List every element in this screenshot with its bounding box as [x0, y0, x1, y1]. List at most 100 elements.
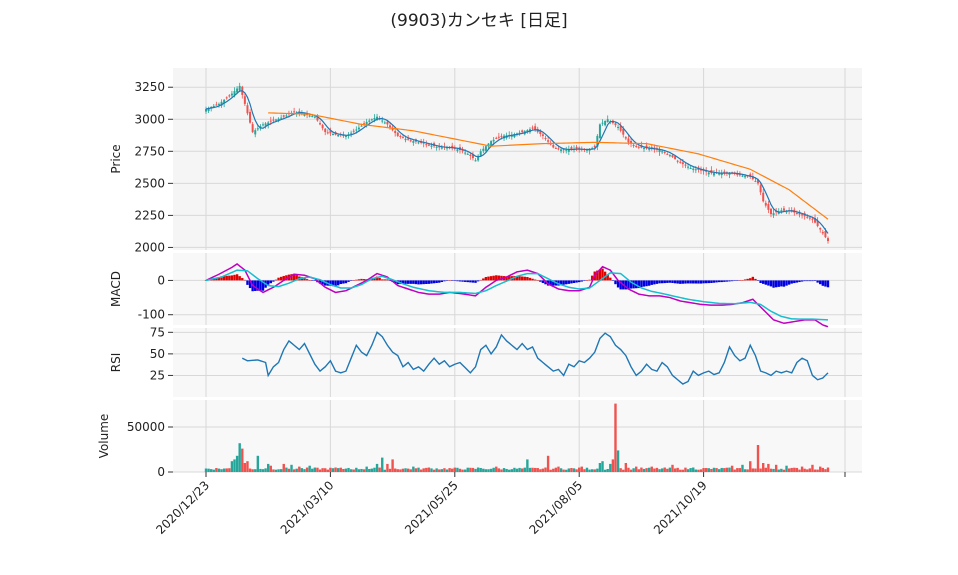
candle-body	[666, 153, 669, 155]
volume-bar	[743, 469, 747, 472]
macd-hist-bar	[585, 280, 589, 281]
candle-body	[539, 130, 542, 135]
volume-bar	[824, 469, 827, 472]
volume-bar	[445, 469, 449, 472]
macd-hist-bar	[360, 278, 363, 281]
candle-body	[827, 238, 829, 242]
macd-hist-bar	[489, 276, 493, 281]
candle-body	[321, 124, 324, 129]
macd-hist-bar	[627, 280, 630, 290]
volume-bar	[585, 467, 589, 472]
volume-bar	[572, 468, 576, 472]
volume-bar	[352, 469, 355, 472]
volume-bar	[518, 467, 521, 472]
macd-hist-bar	[619, 280, 622, 290]
candle-body	[407, 138, 410, 140]
candle-body	[280, 117, 283, 119]
macd-hist-bar	[769, 280, 773, 287]
candle-body	[466, 153, 469, 155]
volume-bar	[645, 468, 648, 472]
candle-body	[578, 147, 581, 150]
volume-bar	[635, 466, 638, 472]
volume-bar	[303, 469, 306, 472]
macd-hist-bar	[671, 280, 674, 283]
candle-body	[712, 173, 715, 176]
macd-hist-bar	[386, 279, 389, 281]
candle-body	[256, 128, 259, 130]
candle-body	[365, 121, 368, 125]
candle-body	[627, 138, 630, 143]
macd-hist-bar	[414, 280, 418, 285]
volume-bar	[331, 468, 335, 472]
macd-hist-bar	[220, 276, 223, 281]
volume-bar	[349, 469, 353, 472]
macd-hist-bar	[451, 280, 454, 281]
candle-body	[319, 123, 322, 125]
macd-hist-bar	[381, 279, 384, 281]
candle-body	[233, 91, 236, 96]
candle-body	[598, 124, 601, 139]
volume-bar	[526, 459, 529, 472]
volume-bar	[544, 467, 547, 472]
volume-bar	[272, 469, 275, 472]
candle-body	[720, 173, 723, 176]
volume-bar	[764, 467, 767, 472]
macd-hist-bar	[813, 280, 817, 281]
macd-hist-bar	[230, 275, 234, 281]
macd-hist-bar	[443, 280, 446, 282]
volume-bar	[785, 465, 788, 472]
candle-body	[389, 125, 392, 128]
macd-hist-bar	[741, 280, 744, 281]
candle-body	[619, 125, 622, 131]
candle-body	[764, 202, 767, 206]
candle-body	[417, 142, 420, 144]
volume-bar	[378, 467, 381, 472]
candle-body	[500, 135, 503, 137]
volume-bar	[355, 467, 358, 472]
candle-body	[352, 130, 355, 132]
candle-body	[412, 141, 415, 143]
candle-body	[658, 150, 661, 153]
macd-hist-bar	[331, 280, 335, 287]
candle-body	[738, 174, 741, 176]
macd-hist-bar	[749, 278, 752, 281]
volume-bar	[362, 469, 366, 472]
candle-body	[303, 114, 306, 116]
macd-hist-bar	[404, 280, 407, 284]
macd-hist-bar	[539, 280, 542, 282]
macd-hist-bar	[357, 279, 361, 281]
volume-bar	[692, 467, 695, 472]
macd-hist-bar	[650, 280, 653, 285]
volume-bar	[575, 469, 578, 472]
macd-hist-bar	[790, 280, 793, 284]
volume-bar	[528, 467, 532, 472]
macd-hist-bar	[544, 280, 547, 285]
volume-bar	[523, 467, 526, 472]
volume-bar	[417, 467, 420, 472]
volume-bar	[212, 469, 215, 472]
volume-bar	[536, 468, 539, 472]
volume-bar	[808, 468, 812, 472]
volume-bar	[653, 468, 656, 472]
xtick-label: 2021/05/25	[402, 478, 461, 537]
macd-hist-bar	[787, 280, 791, 285]
volume-bar	[704, 468, 708, 472]
volume-bar	[580, 466, 583, 472]
macd-hist-bar	[821, 280, 825, 286]
marks	[204, 82, 830, 472]
macd-hist-bar	[256, 280, 260, 291]
volume-bar	[813, 469, 817, 472]
volume-bar	[256, 455, 260, 472]
volume-bar	[570, 468, 573, 472]
candle-body	[267, 122, 270, 126]
volume-bar	[370, 468, 374, 472]
candle-body	[689, 167, 692, 169]
volume-bar	[790, 467, 793, 472]
candle-body	[401, 136, 404, 138]
macd-hist-bar	[528, 277, 532, 281]
macd-hist-bar	[611, 280, 615, 281]
candle-body	[495, 137, 498, 139]
ytick-label-rsi: 75	[150, 325, 165, 339]
volume-bar	[305, 467, 309, 472]
macd-hist-bar	[826, 280, 830, 288]
